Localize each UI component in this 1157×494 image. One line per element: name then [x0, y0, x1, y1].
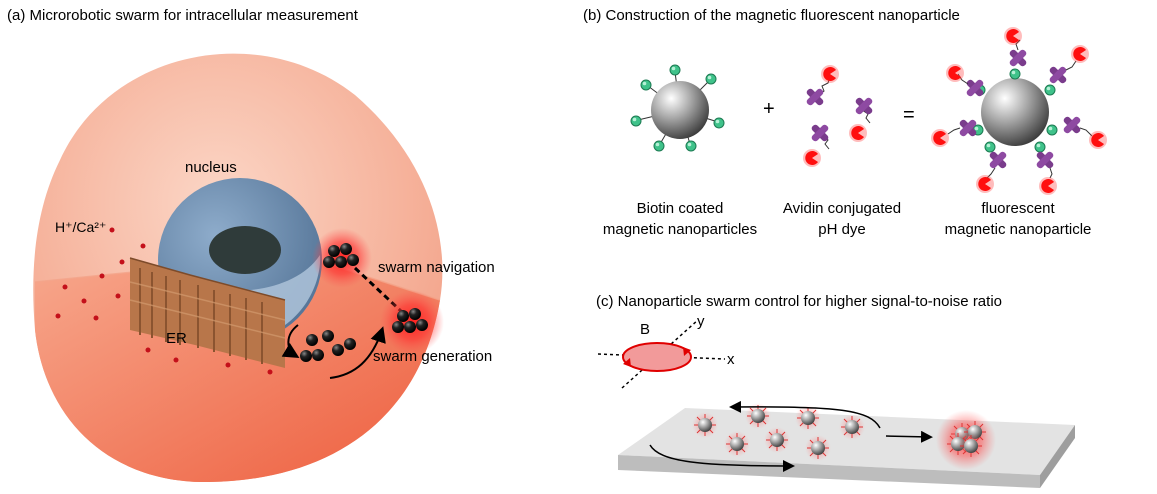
swarm-navigation-label: swarm navigation: [378, 259, 495, 276]
y-axis-label: y: [697, 313, 705, 330]
avidin-caption-line2: pH dye: [818, 221, 866, 238]
avidin-caption-line1: Avidin conjugated: [783, 200, 901, 217]
aggregated-swarm: [936, 410, 996, 470]
cell-illustration: nucleus H⁺/Ca²⁺ ER swarm navigation swar…: [33, 53, 495, 483]
panel-c-title: (c) Nanoparticle swarm control for highe…: [596, 293, 1002, 310]
field-axes: B x y: [597, 313, 735, 389]
generation-arrow: [329, 326, 386, 379]
panel-a-title: (a) Microrobotic swarm for intracellular…: [7, 7, 359, 24]
rotation-arrow-left: [281, 324, 300, 359]
fluor-caption-line2: magnetic nanoparticle: [945, 221, 1092, 238]
swarm-arrow-bottom: [649, 444, 795, 472]
nucleolus: [209, 226, 281, 274]
ion-dots: [55, 227, 273, 375]
swarm-cluster-top: [312, 228, 372, 288]
rotating-field-ellipse: [622, 342, 692, 372]
swarm-arrow-right: [885, 430, 933, 443]
biotin-nanoparticle: [630, 64, 725, 152]
fluorescent-nanoparticle: [931, 27, 1107, 195]
swarm-arrow-top: [729, 400, 881, 429]
biotin-caption-line2: magnetic nanoparticles: [603, 221, 757, 238]
biotin-caption-line1: Biotin coated: [637, 200, 724, 217]
avidin-dye-conjugates: [803, 65, 874, 167]
dispersed-particles: [300, 330, 356, 362]
b-field-label: B: [640, 321, 650, 338]
equals-operator: =: [903, 104, 915, 126]
nucleus-label: nucleus: [185, 159, 237, 176]
plus-operator: +: [763, 98, 775, 120]
ion-label: H⁺/Ca²⁺: [55, 219, 106, 235]
swarm-generation-label: swarm generation: [373, 348, 492, 365]
er-label: ER: [166, 330, 187, 347]
fluor-caption-line1: fluorescent: [981, 200, 1055, 217]
x-axis-label: x: [727, 351, 735, 368]
panel-b-title: (b) Construction of the magnetic fluores…: [583, 7, 960, 24]
swarm-cluster-right: [380, 290, 444, 354]
endoplasmic-reticulum: [129, 257, 286, 368]
